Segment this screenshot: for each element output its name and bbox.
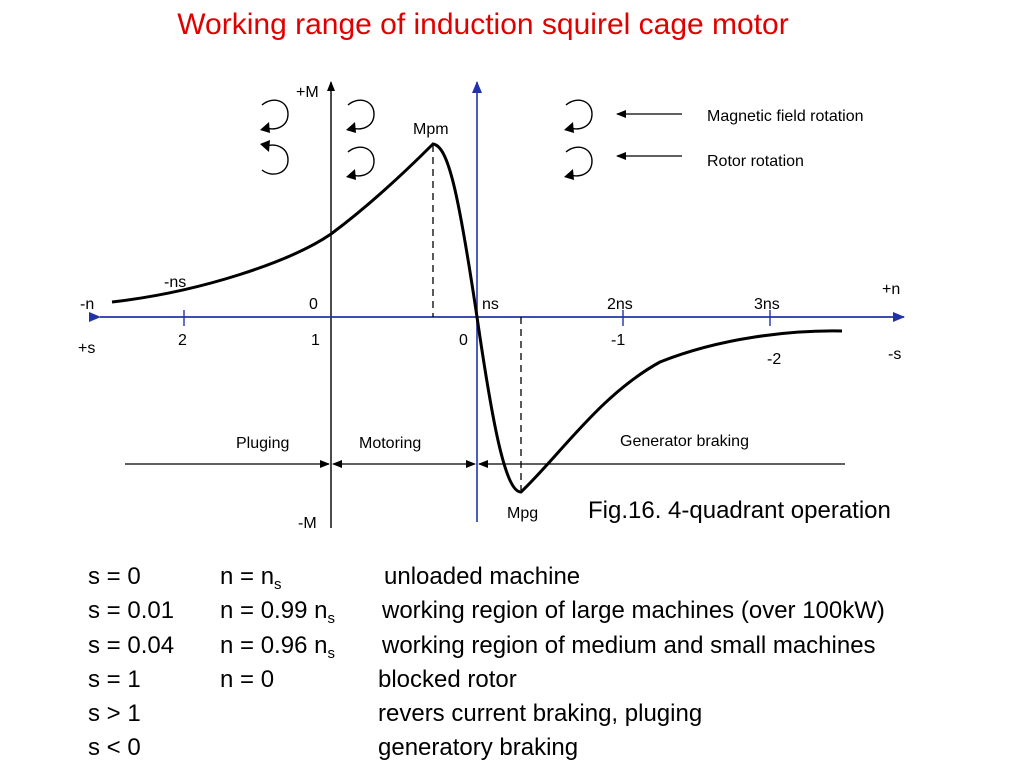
n-tick-label: -ns: [164, 274, 186, 291]
n-tick-label: 3ns: [754, 296, 780, 313]
n-tick-label: 2ns: [607, 296, 633, 313]
n-tick-label: 0: [309, 296, 318, 313]
figure-caption: Fig.16. 4-quadrant operation: [588, 497, 891, 524]
n-tick-label: ns: [482, 296, 499, 313]
motoring-label: Motoring: [359, 435, 421, 452]
slip-value: s = 0.04: [88, 631, 175, 659]
slip-value: s = 0.01: [88, 597, 175, 625]
row-description: working region of medium and small machi…: [382, 631, 876, 659]
torque-speed-diagram: +M -M -n +n +s -s -ns 0 ns 2ns 3ns 2 1 0…: [78, 81, 905, 532]
slip-value: s = 0: [88, 563, 141, 590]
rotation-cw-icon: [260, 140, 289, 175]
generator-braking-label: Generator braking: [620, 433, 749, 450]
row-description: revers current braking, pluging: [378, 700, 703, 728]
rotation-ccw-icon: [346, 99, 375, 133]
mpm-label: Mpm: [413, 121, 449, 138]
minus-s-label: -s: [888, 346, 901, 363]
row-description: blocked rotor: [378, 665, 517, 693]
speed-value: n = ns: [220, 563, 282, 593]
s-tick-label: 1: [311, 332, 320, 349]
speed-value: n = 0.96 ns: [220, 631, 335, 662]
plus-n-label: +n: [882, 281, 900, 298]
pluging-label: Pluging: [236, 435, 289, 452]
row-description: working region of large machines (over 1…: [382, 597, 885, 625]
minus-m-label: -M: [298, 515, 317, 532]
speed-value: n = 0.99 ns: [220, 597, 335, 628]
s-tick-label: -1: [611, 332, 625, 349]
plus-s-label: +s: [78, 340, 95, 357]
s-tick-label: 0: [459, 332, 468, 349]
page-title: Working range of induction squirel cage …: [177, 8, 789, 41]
rotor-rotation-label: Rotor rotation: [707, 153, 804, 170]
s-tick-label: -2: [767, 351, 781, 368]
slip-value: s = 1: [88, 665, 141, 693]
slip-value: s > 1: [88, 700, 141, 728]
minus-n-label: -n: [80, 296, 94, 313]
s-tick-label: 2: [178, 332, 187, 349]
rotation-ccw-icon: [564, 99, 593, 133]
row-description: unloaded machine: [384, 563, 581, 590]
slip-value: s < 0: [88, 734, 141, 762]
rotation-ccw-icon: [346, 146, 375, 180]
magnetic-field-label: Magnetic field rotation: [707, 108, 864, 125]
plus-m-label: +M: [296, 84, 319, 101]
rotation-ccw-icon: [260, 99, 289, 133]
speed-value: n = 0: [220, 665, 275, 693]
row-description: generatory braking: [378, 734, 579, 762]
mpg-label: Mpg: [507, 505, 538, 522]
torque-speed-curve: [111, 142, 843, 494]
rotation-ccw-icon: [564, 146, 593, 180]
